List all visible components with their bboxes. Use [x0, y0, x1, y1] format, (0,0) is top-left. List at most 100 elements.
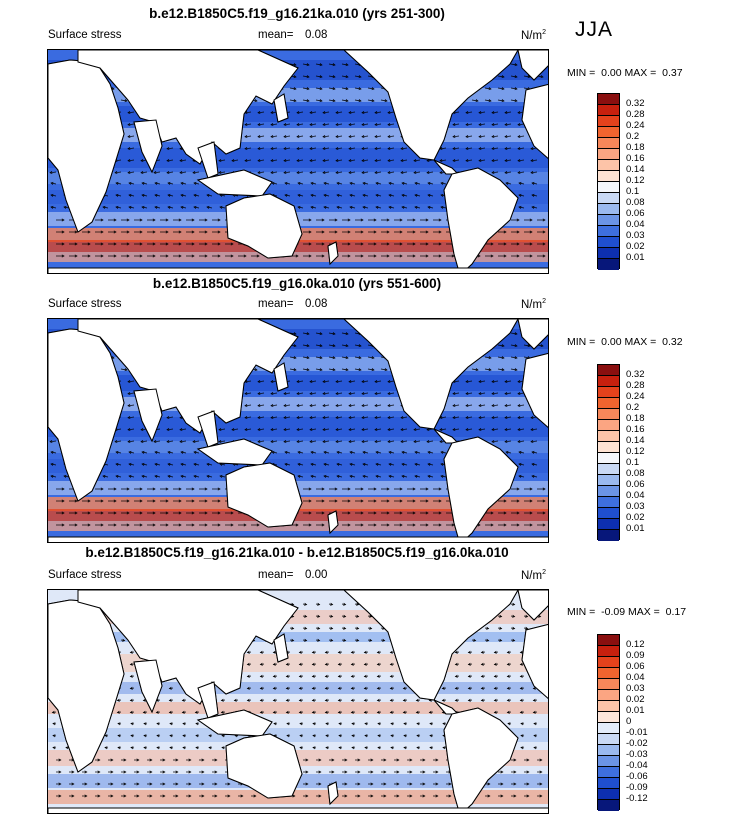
wind-stress-arrow	[328, 99, 336, 102]
land-mask	[133, 119, 163, 174]
arrow-head	[427, 205, 431, 209]
arrow-head	[348, 380, 352, 384]
arrow-head	[399, 499, 403, 503]
arrow-head	[136, 794, 140, 798]
wind-stress-arrow	[270, 440, 278, 443]
wind-stress-arrow	[257, 404, 265, 407]
arrow-head	[270, 380, 274, 384]
arrow-head	[270, 159, 274, 163]
wind-stress-arrow	[193, 475, 200, 478]
arrow-head	[409, 794, 413, 798]
panel-1-map	[47, 49, 549, 274]
wind-stress-arrow	[270, 147, 278, 150]
arrow-head	[193, 181, 197, 185]
wind-stress-arrow	[341, 99, 349, 102]
wind-stress-arrow	[504, 147, 512, 150]
panel-1-units: N/m2	[521, 29, 546, 42]
wind-stress-arrow	[348, 159, 356, 162]
colorbar-tick-label: 0.03	[626, 683, 645, 694]
arrow-head	[491, 416, 495, 420]
arrow-head	[298, 650, 302, 654]
wind-stress-arrow	[336, 451, 343, 454]
arrow-head	[374, 404, 378, 408]
arrow-head	[201, 782, 205, 786]
arrow-head	[347, 230, 351, 234]
wind-stress-arrow	[491, 440, 499, 443]
wind-stress-arrow	[491, 392, 499, 395]
arrow-head	[52, 722, 56, 726]
wind-stress-arrow	[310, 451, 317, 454]
arrow-head	[254, 368, 258, 372]
arrow-head	[129, 650, 133, 654]
arrow-head	[285, 710, 289, 714]
arrow-head	[389, 710, 393, 714]
wind-stress-arrow	[465, 159, 473, 162]
arrow-head	[304, 626, 308, 630]
arrow-head	[506, 686, 510, 690]
arrow-head	[113, 254, 117, 258]
arrow-head	[335, 416, 339, 420]
wind-stress-arrow	[153, 171, 161, 174]
arrow-head	[358, 99, 362, 103]
arrow-head	[259, 710, 263, 714]
wind-stress-arrow	[439, 147, 447, 150]
arrow-head	[321, 523, 325, 527]
arrow-head	[526, 782, 530, 786]
arrow-head	[351, 734, 355, 738]
arrow-head	[270, 147, 274, 151]
wind-stress-arrow	[387, 135, 395, 138]
arrow-head	[525, 614, 529, 618]
arrow-head	[425, 230, 429, 234]
arrow-head	[343, 602, 347, 606]
arrow-head	[115, 181, 119, 185]
arrow-head	[306, 344, 310, 348]
arrow-head	[319, 75, 323, 79]
wind-stress-arrow	[218, 440, 226, 443]
arrow-head	[358, 344, 362, 348]
arrow-head	[401, 193, 405, 197]
wind-stress-arrow	[497, 75, 505, 78]
arrow-head	[113, 218, 117, 222]
arrow-head	[214, 794, 218, 798]
arrow-head	[74, 511, 78, 515]
arrow-head	[299, 722, 303, 726]
arrow-head	[61, 218, 65, 222]
arrow-head	[465, 404, 469, 408]
wind-stress-arrow	[296, 416, 304, 419]
arrow-head	[306, 368, 310, 372]
arrow-head	[162, 782, 166, 786]
wind-stress-arrow	[296, 171, 304, 174]
wind-stress-arrow	[270, 392, 278, 395]
arrow-head	[100, 499, 104, 503]
arrow-head	[360, 218, 364, 222]
arrow-head	[336, 193, 340, 197]
arrow-head	[412, 242, 416, 246]
arrow-head	[373, 511, 377, 515]
arrow-head	[149, 782, 153, 786]
arrow-head	[142, 710, 146, 714]
colorbar-swatch	[598, 464, 619, 475]
arrow-head	[519, 698, 523, 702]
arrow-head	[321, 511, 325, 515]
wind-stress-arrow	[328, 356, 336, 359]
wind-stress-arrow	[315, 99, 323, 102]
land-mask	[343, 319, 519, 430]
arrow-head	[518, 474, 522, 478]
arrow-head	[115, 474, 119, 478]
wind-stress-arrow	[322, 135, 330, 138]
arrow-head	[439, 159, 443, 163]
arrow-head	[373, 487, 377, 491]
wind-stress-arrow	[127, 171, 135, 174]
arrow-head	[514, 87, 518, 91]
arrow-head	[306, 75, 310, 79]
wind-stress-arrow	[367, 356, 375, 359]
arrow-head	[388, 450, 392, 454]
arrow-head	[311, 674, 315, 678]
arrow-head	[317, 602, 321, 606]
wind-stress-arrow	[180, 451, 187, 454]
arrow-head	[257, 380, 261, 384]
arrow-head	[111, 87, 115, 91]
wind-stress-arrow	[193, 206, 200, 209]
arrow-head	[480, 650, 484, 654]
arrow-head	[324, 710, 328, 714]
